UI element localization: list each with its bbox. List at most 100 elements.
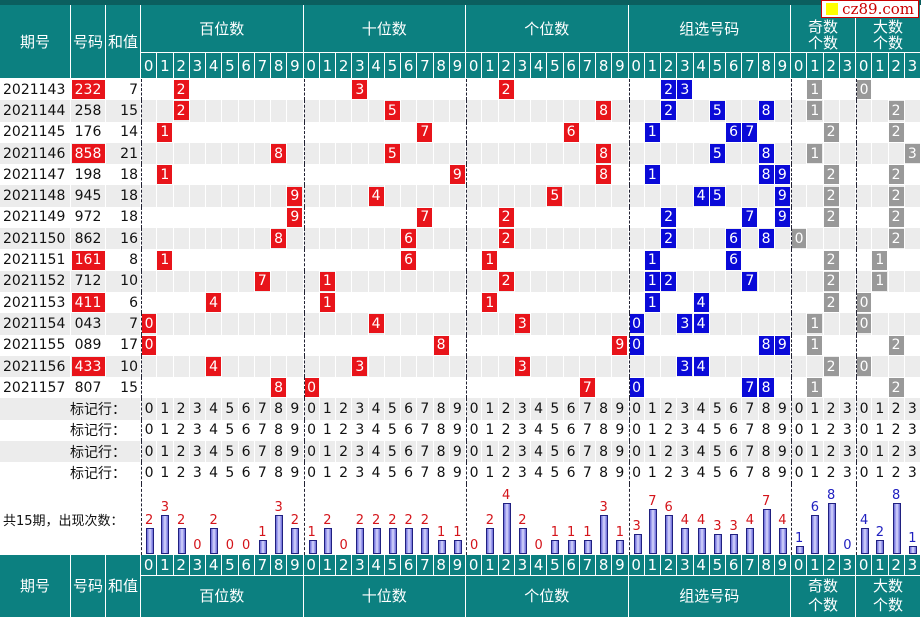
marker-cell-units[interactable]: 8 [599, 422, 609, 439]
marker-cell-hundreds[interactable]: 5 [222, 398, 239, 420]
marker-cell-hundreds[interactable]: 3 [192, 464, 202, 481]
marker-cell-big[interactable]: 3 [907, 464, 917, 481]
marker-cell-units[interactable]: 6 [566, 464, 576, 481]
marker-cell-odd[interactable]: 1 [807, 398, 824, 420]
marker-cell-group[interactable]: 1 [647, 422, 657, 439]
marker-cell-group[interactable]: 6 [726, 398, 743, 420]
marker-cell-hundreds[interactable]: 3 [189, 398, 206, 420]
marker-cell-group[interactable]: 9 [774, 441, 791, 463]
marker-cell-hundreds[interactable]: 4 [206, 398, 223, 420]
marker-cell-units[interactable]: 5 [547, 441, 564, 463]
marker-cell-tens[interactable]: 7 [417, 398, 434, 420]
marker-cell-tens[interactable]: 1 [319, 441, 336, 463]
marker-cell-group[interactable]: 8 [758, 441, 775, 463]
marker-cell-tens[interactable]: 7 [420, 464, 430, 481]
marker-cell-group[interactable]: 1 [644, 441, 661, 463]
marker-cell-tens[interactable]: 9 [449, 441, 466, 463]
marker-cell-big[interactable]: 0 [856, 419, 872, 442]
marker-cell-odd[interactable]: 1 [807, 441, 824, 463]
marker-cell-units[interactable]: 9 [612, 398, 629, 420]
marker-cell-group[interactable]: 0 [628, 398, 645, 420]
marker-cell-group[interactable]: 9 [777, 422, 787, 439]
marker-cell-hundreds[interactable]: 0 [141, 419, 157, 442]
marker-cell-group[interactable]: 5 [709, 441, 726, 463]
marker-cell-group[interactable]: 9 [774, 398, 791, 420]
marker-cell-group[interactable]: 5 [712, 422, 722, 439]
marker-cell-hundreds[interactable]: 5 [222, 441, 239, 463]
marker-cell-hundreds[interactable]: 7 [257, 464, 267, 481]
marker-cell-odd[interactable]: 3 [839, 441, 856, 463]
marker-cell-hundreds[interactable]: 2 [173, 441, 190, 463]
marker-cell-big[interactable]: 3 [907, 422, 917, 439]
marker-cell-tens[interactable]: 2 [339, 464, 349, 481]
marker-cell-big[interactable]: 1 [872, 441, 889, 463]
marker-cell-tens[interactable]: 4 [371, 422, 381, 439]
marker-cell-tens[interactable]: 8 [436, 422, 446, 439]
marker-cell-big[interactable]: 1 [872, 398, 889, 420]
marker-cell-units[interactable]: 7 [582, 422, 592, 439]
marker-cell-group[interactable]: 5 [709, 398, 726, 420]
marker-cell-units[interactable]: 6 [563, 441, 580, 463]
marker-cell-units[interactable]: 5 [550, 464, 560, 481]
marker-cell-hundreds[interactable]: 6 [238, 398, 255, 420]
marker-cell-hundreds[interactable]: 9 [287, 441, 304, 463]
marker-cell-hundreds[interactable]: 0 [141, 441, 158, 463]
marker-cell-tens[interactable]: 0 [303, 462, 320, 484]
marker-cell-group[interactable]: 4 [696, 422, 706, 439]
marker-cell-tens[interactable]: 6 [401, 398, 418, 420]
marker-cell-hundreds[interactable]: 4 [209, 464, 219, 481]
marker-cell-hundreds[interactable]: 9 [290, 422, 300, 439]
marker-cell-hundreds[interactable]: 6 [241, 464, 251, 481]
marker-cell-units[interactable]: 0 [466, 441, 483, 463]
marker-cell-tens[interactable]: 2 [336, 398, 353, 420]
marker-cell-group[interactable]: 8 [758, 398, 775, 420]
marker-cell-hundreds[interactable]: 3 [192, 422, 202, 439]
marker-cell-tens[interactable]: 1 [322, 464, 332, 481]
marker-cell-odd[interactable]: 2 [823, 398, 840, 420]
marker-cell-units[interactable]: 3 [514, 441, 531, 463]
marker-cell-units[interactable]: 3 [514, 398, 531, 420]
marker-cell-tens[interactable]: 4 [368, 441, 385, 463]
marker-cell-units[interactable]: 0 [466, 462, 482, 484]
marker-cell-odd[interactable]: 0 [791, 462, 807, 484]
marker-cell-big[interactable]: 1 [875, 464, 885, 481]
marker-cell-units[interactable]: 7 [579, 441, 596, 463]
marker-cell-odd[interactable]: 1 [810, 422, 820, 439]
marker-cell-tens[interactable]: 0 [303, 398, 320, 420]
marker-cell-tens[interactable]: 3 [355, 464, 365, 481]
marker-cell-big[interactable]: 2 [891, 464, 901, 481]
marker-cell-group[interactable]: 3 [680, 422, 690, 439]
marker-cell-units[interactable]: 2 [501, 422, 511, 439]
marker-cell-odd[interactable]: 3 [842, 422, 852, 439]
marker-cell-hundreds[interactable]: 7 [257, 422, 267, 439]
marker-cell-units[interactable]: 3 [517, 422, 527, 439]
marker-cell-group[interactable]: 8 [761, 464, 771, 481]
marker-cell-group[interactable]: 0 [628, 441, 645, 463]
marker-cell-tens[interactable]: 7 [417, 441, 434, 463]
marker-cell-big[interactable]: 3 [904, 398, 921, 420]
marker-cell-tens[interactable]: 5 [384, 398, 401, 420]
marker-cell-tens[interactable]: 9 [449, 398, 466, 420]
marker-cell-units[interactable]: 2 [498, 398, 515, 420]
marker-cell-tens[interactable]: 4 [368, 398, 385, 420]
marker-cell-group[interactable]: 4 [696, 464, 706, 481]
marker-cell-group[interactable]: 2 [661, 441, 678, 463]
marker-cell-big[interactable]: 0 [856, 398, 873, 420]
marker-cell-hundreds[interactable]: 1 [157, 398, 174, 420]
marker-cell-units[interactable]: 0 [466, 398, 483, 420]
marker-cell-units[interactable]: 4 [531, 398, 548, 420]
marker-cell-group[interactable]: 0 [628, 419, 645, 442]
marker-cell-tens[interactable]: 8 [433, 398, 450, 420]
marker-cell-units[interactable]: 6 [563, 398, 580, 420]
marker-cell-tens[interactable]: 9 [452, 422, 462, 439]
marker-cell-group[interactable]: 7 [742, 398, 759, 420]
marker-cell-units[interactable]: 3 [517, 464, 527, 481]
marker-cell-group[interactable]: 8 [761, 422, 771, 439]
marker-cell-units[interactable]: 2 [498, 441, 515, 463]
marker-cell-big[interactable]: 1 [875, 422, 885, 439]
marker-cell-tens[interactable]: 6 [404, 464, 414, 481]
marker-cell-units[interactable]: 7 [579, 398, 596, 420]
marker-cell-units[interactable]: 8 [596, 441, 613, 463]
marker-cell-group[interactable]: 9 [777, 464, 787, 481]
marker-cell-hundreds[interactable]: 6 [238, 441, 255, 463]
